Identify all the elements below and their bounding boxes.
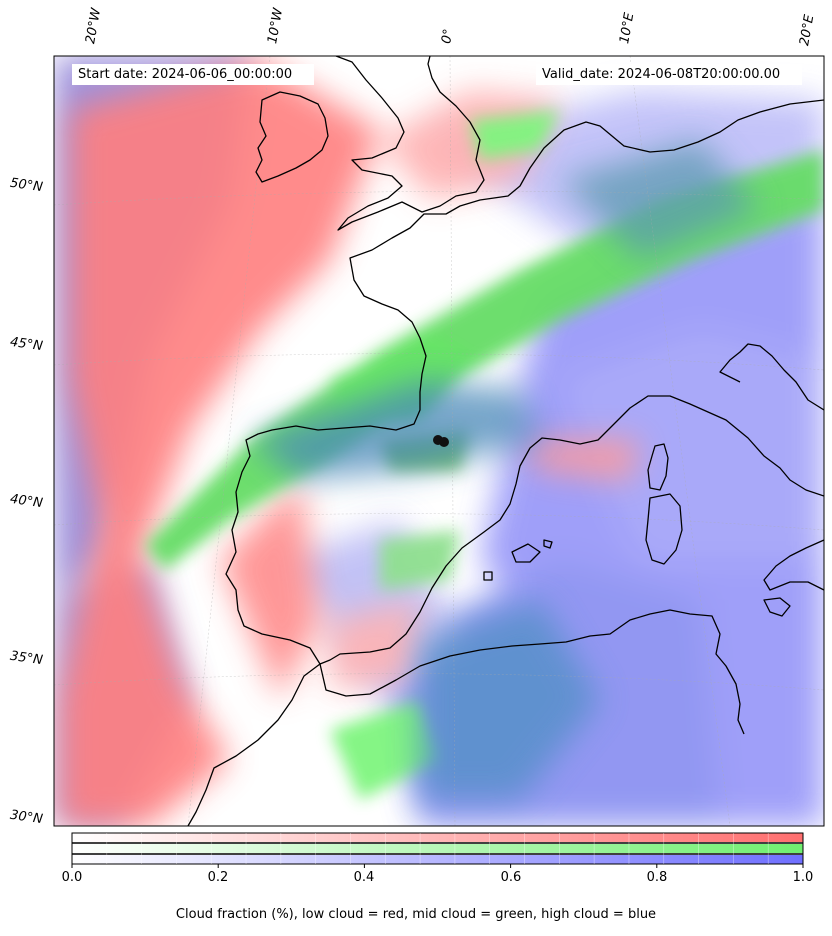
valid-date-label: Valid_date: 2024-06-08T20:00:00.00	[536, 64, 802, 85]
colorbar-tick-2: 0.4	[353, 870, 375, 885]
graticule	[54, 56, 824, 826]
start-date-label: Start date: 2024-06-06_00:00:00	[72, 64, 314, 85]
ireland-coast	[255, 91, 329, 183]
colorbar-low-ramp	[72, 833, 803, 842]
great-britain-coast	[335, 56, 485, 231]
lon-label-0: 0°	[439, 27, 457, 45]
colorbar-tick-3: 0.6	[500, 870, 522, 885]
africa-coast	[319, 609, 745, 735]
corsica-coast	[647, 443, 669, 491]
mallorca-coast	[511, 543, 541, 563]
low-cloud-layer	[60, 60, 640, 826]
italy-coast	[719, 343, 824, 411]
map-border	[53, 55, 825, 827]
colorbar-tick-4: 0.8	[646, 870, 668, 885]
colorbar-mid-ramp	[72, 844, 803, 853]
africa-atlantic-coast	[187, 663, 321, 826]
colorbar-tick-0: 0.0	[61, 870, 83, 885]
colorbar	[71, 832, 804, 868]
colorbar-tick-1: 0.2	[207, 870, 229, 885]
sicily-coast	[763, 597, 791, 617]
coastline	[187, 56, 824, 826]
sardinia-coast	[645, 493, 683, 565]
italy-south-coast	[763, 539, 824, 591]
colorbar-tick-5: 1.0	[792, 870, 814, 885]
map-area	[54, 56, 824, 826]
europe-coast	[225, 99, 824, 665]
colorbar-high-ramp	[72, 855, 803, 864]
marker-cluster	[433, 435, 449, 447]
colorbar-caption: Cloud fraction (%), low cloud = red, mid…	[175, 907, 657, 922]
